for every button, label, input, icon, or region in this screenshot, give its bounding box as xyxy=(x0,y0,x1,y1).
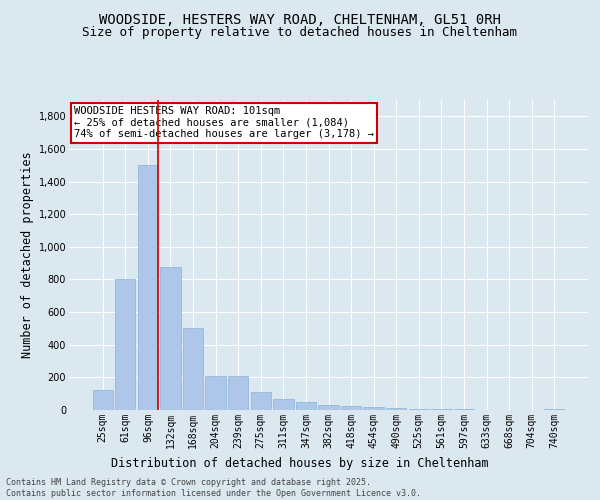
Bar xyxy=(92,390,113,410)
Text: WOODSIDE HESTERS WAY ROAD: 101sqm
← 25% of detached houses are smaller (1,084)
7: WOODSIDE HESTERS WAY ROAD: 101sqm ← 25% … xyxy=(74,106,374,140)
Bar xyxy=(364,407,384,410)
Bar xyxy=(228,376,248,410)
Text: Distribution of detached houses by size in Cheltenham: Distribution of detached houses by size … xyxy=(111,458,489,470)
Bar xyxy=(296,402,316,410)
Bar xyxy=(544,408,565,410)
Bar xyxy=(115,278,136,410)
Bar xyxy=(183,328,203,410)
Text: Size of property relative to detached houses in Cheltenham: Size of property relative to detached ho… xyxy=(83,26,517,39)
Bar xyxy=(386,408,406,410)
Bar xyxy=(160,266,181,410)
Bar xyxy=(138,166,158,410)
Bar xyxy=(431,409,452,410)
Bar xyxy=(341,406,361,410)
Text: Contains HM Land Registry data © Crown copyright and database right 2025.
Contai: Contains HM Land Registry data © Crown c… xyxy=(6,478,421,498)
Bar xyxy=(205,376,226,410)
Bar xyxy=(251,392,271,410)
Bar xyxy=(273,399,293,410)
Bar xyxy=(319,405,338,410)
Text: WOODSIDE, HESTERS WAY ROAD, CHELTENHAM, GL51 0RH: WOODSIDE, HESTERS WAY ROAD, CHELTENHAM, … xyxy=(99,12,501,26)
Y-axis label: Number of detached properties: Number of detached properties xyxy=(22,152,34,358)
Bar xyxy=(409,409,429,410)
